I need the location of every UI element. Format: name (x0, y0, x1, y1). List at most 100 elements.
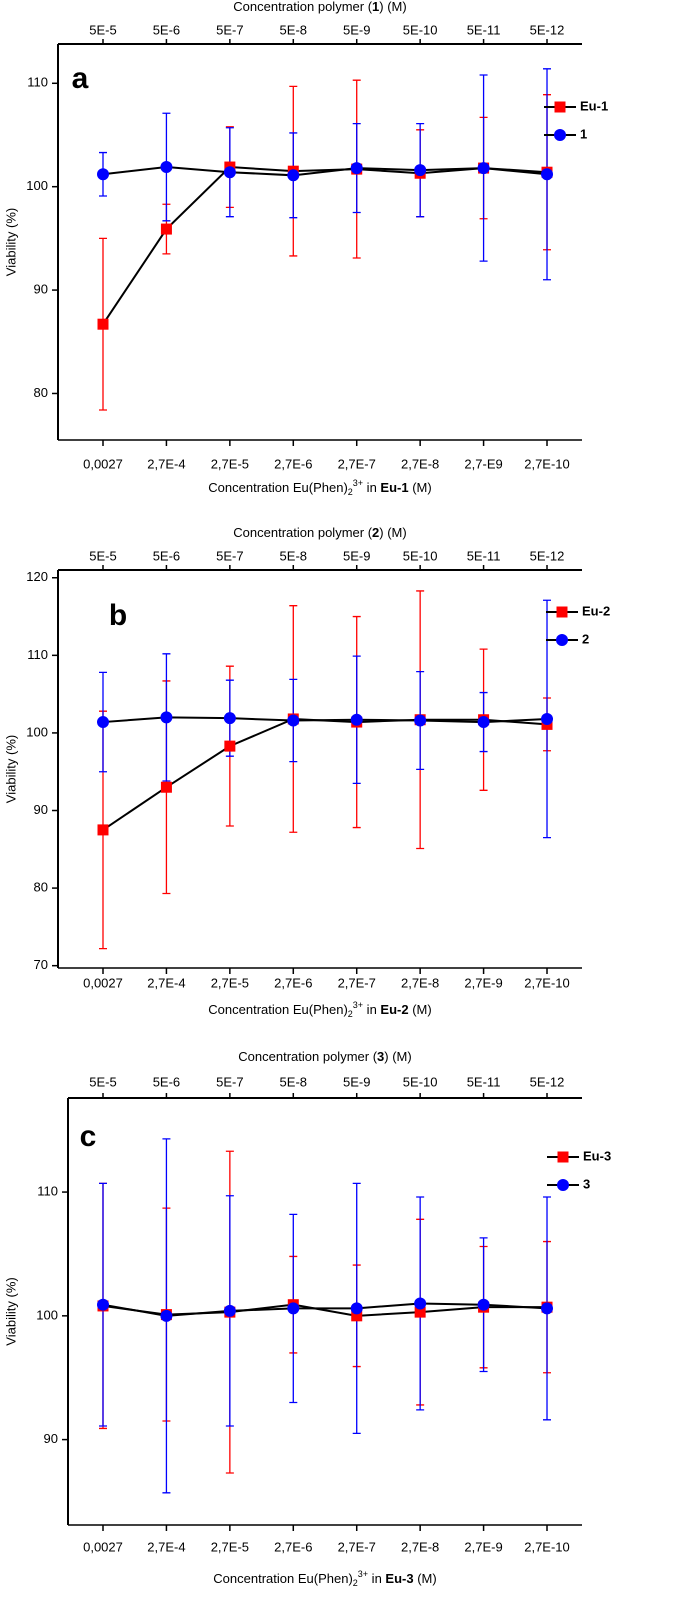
x-tick-label: 2,7E-8 (401, 456, 439, 471)
x-axis-title-part: Eu-2 (380, 1002, 408, 1017)
top-x-tick-label: 5E-6 (153, 1074, 180, 1089)
top-axis-title-part: 1 (372, 0, 379, 14)
y-tick-label: 90 (34, 802, 48, 817)
top-x-tick-label: 5E-7 (216, 1074, 243, 1089)
marker (477, 1298, 490, 1311)
top-x-tick-label: 5E-10 (403, 548, 438, 563)
marker (414, 714, 427, 727)
legend-label: 3 (583, 1176, 590, 1191)
x-tick-label: 2,7E-5 (211, 1539, 249, 1554)
legend-marker (556, 606, 568, 618)
x-tick-label: 2,7-E9 (464, 456, 502, 471)
x-axis-title-part: Concentration Eu(Phen) (208, 480, 347, 495)
top-x-tick-label: 5E-6 (153, 22, 180, 37)
top-x-tick-label: 5E-7 (216, 548, 243, 563)
y-axis-title: Viability (%) (3, 735, 18, 803)
top-x-tick-label: 5E-6 (153, 548, 180, 563)
top-x-tick-label: 5E-5 (89, 22, 116, 37)
marker (223, 712, 236, 725)
x-tick-label: 2,7E-8 (401, 975, 439, 990)
legend-label: Eu-2 (582, 603, 610, 618)
x-axis-title-part: 2 (348, 1009, 353, 1019)
x-tick-label: 2,7E-5 (211, 456, 249, 471)
legend-marker (554, 101, 566, 113)
marker (160, 223, 172, 235)
top-x-tick-label: 5E-9 (343, 1074, 370, 1089)
legend-marker (554, 129, 566, 141)
top-axis-title-part: ) (M) (384, 1049, 411, 1064)
y-tick-label: 100 (26, 724, 48, 739)
marker (160, 161, 173, 174)
top-x-tick-label: 5E-5 (89, 548, 116, 563)
marker (350, 1302, 363, 1315)
y-axis-title: Viability (%) (3, 1277, 18, 1345)
marker (97, 1298, 109, 1311)
x-tick-label: 2,7E-7 (338, 1539, 376, 1554)
x-tick-label: 2,7E-10 (524, 975, 570, 990)
marker (223, 1304, 236, 1317)
x-axis-title: Concentration Eu(Phen)23+ in Eu-1 (M) (208, 478, 431, 497)
y-tick-label: 110 (37, 1184, 58, 1199)
y-axis-title: Viability (%) (3, 208, 18, 276)
x-axis-title-part: in (363, 480, 380, 495)
y-tick-label: 80 (34, 880, 48, 895)
x-tick-label: 0,0027 (83, 1539, 123, 1554)
x-tick-label: 2,7E-4 (147, 456, 185, 471)
top-x-tick-label: 5E-9 (343, 22, 370, 37)
top-axis-title: Concentration polymer (2) (M) (233, 525, 406, 540)
series-line (102, 166, 548, 325)
marker (541, 168, 554, 181)
top-x-tick-label: 5E-8 (280, 548, 307, 563)
panel-letter: b (109, 599, 127, 632)
marker (97, 318, 109, 330)
top-x-tick-label: 5E-5 (89, 1074, 116, 1089)
legend-marker (557, 1151, 569, 1163)
series-line (102, 716, 548, 724)
marker (160, 781, 172, 793)
x-tick-label: 0,0027 (83, 975, 123, 990)
top-x-tick-label: 5E-12 (530, 1074, 565, 1089)
marker (223, 166, 236, 179)
x-axis-title-part: 2 (348, 487, 353, 497)
x-tick-label: 2,7E-6 (274, 456, 312, 471)
marker (351, 1310, 363, 1322)
legend-label: Eu-1 (580, 98, 608, 113)
y-tick-label: 110 (27, 647, 48, 662)
x-tick-label: 2,7E-5 (211, 975, 249, 990)
x-axis-title-part: Concentration Eu(Phen) (213, 1571, 352, 1586)
top-x-tick-label: 5E-11 (467, 22, 501, 37)
x-axis-title-part: (M) (409, 1002, 432, 1017)
marker (541, 712, 554, 725)
y-tick-label: 70 (34, 957, 48, 972)
marker (287, 714, 300, 727)
top-axis-title-part: ) (M) (379, 525, 406, 540)
top-x-tick-label: 5E-9 (343, 548, 370, 563)
marker (160, 1309, 173, 1322)
x-axis-title-part: Eu-3 (385, 1571, 413, 1586)
x-axis-title-part: Concentration Eu(Phen) (208, 1002, 347, 1017)
x-axis-title: Concentration Eu(Phen)23+ in Eu-2 (M) (208, 1000, 431, 1019)
legend-label: 2 (582, 631, 589, 646)
x-tick-label: 2,7E-6 (274, 975, 312, 990)
marker (477, 162, 490, 175)
x-tick-label: 2,7E-4 (147, 1539, 185, 1554)
x-axis-title-part: (M) (414, 1571, 437, 1586)
marker (160, 711, 173, 724)
x-axis-title-part: 3+ (353, 478, 363, 488)
marker (97, 716, 109, 729)
x-tick-label: 2,7E-9 (464, 975, 502, 990)
top-x-tick-label: 5E-11 (467, 548, 501, 563)
x-axis-title-part: Eu-1 (380, 480, 408, 495)
x-tick-label: 2,7E-6 (274, 1539, 312, 1554)
marker (287, 169, 300, 182)
marker (224, 740, 236, 752)
panel-letter: a (72, 62, 89, 95)
marker (287, 1302, 300, 1315)
marker (477, 716, 490, 729)
legend-label: Eu-3 (583, 1148, 611, 1163)
x-axis-title-part: in (368, 1571, 385, 1586)
top-x-tick-label: 5E-10 (403, 1074, 438, 1089)
y-tick-label: 110 (27, 75, 48, 90)
x-axis-title-part: 3+ (358, 1569, 368, 1579)
